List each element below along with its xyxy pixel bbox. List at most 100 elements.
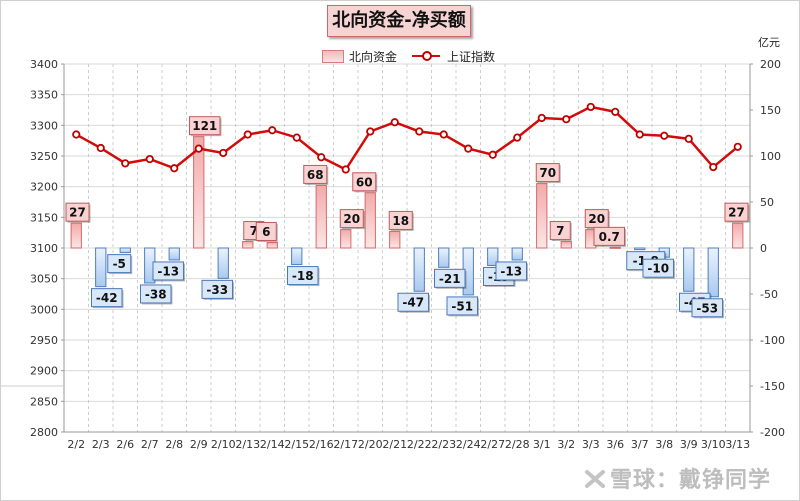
data-label: -5 (113, 257, 126, 271)
left-tick-label: 3050 (30, 273, 58, 286)
line-point (366, 127, 375, 136)
bar (560, 241, 572, 249)
line-point (145, 154, 154, 164)
data-label-box (352, 172, 377, 192)
data-label-box (388, 210, 413, 230)
line-point (219, 148, 228, 158)
data-label-box (535, 163, 560, 183)
data-label: 7 (250, 224, 258, 238)
right-tick-label: 150 (760, 104, 781, 117)
x-tick-label: 3/7 (631, 438, 649, 451)
data-label-box (549, 221, 571, 241)
data-label: 6 (262, 225, 270, 239)
data-label: -13 (500, 264, 522, 278)
data-label: 60 (356, 175, 373, 189)
bar (683, 247, 695, 292)
data-label: -42 (96, 291, 118, 305)
data-label: 20 (343, 212, 360, 226)
bar (95, 247, 107, 288)
bar (168, 247, 180, 261)
line-point (243, 130, 252, 139)
data-label: -13 (157, 264, 179, 278)
data-label-box (397, 292, 429, 312)
data-label-box (434, 268, 466, 288)
x-tick-label: 2/17 (333, 438, 358, 451)
data-label-box (495, 261, 527, 281)
bar (315, 184, 327, 249)
data-label-box (691, 298, 723, 318)
x-tick-label: 2/13 (235, 438, 260, 451)
data-label-box (446, 296, 478, 316)
data-label-box (91, 288, 123, 308)
data-label-box (201, 279, 233, 299)
data-label-box (189, 116, 221, 136)
left-tick-label: 3150 (30, 211, 58, 224)
left-tick-label: 2850 (30, 395, 58, 408)
data-label: -38 (145, 287, 167, 301)
line-point (268, 126, 277, 135)
data-label-box (287, 266, 319, 286)
right-axis-unit: 亿元 (758, 36, 780, 49)
legend-line-label: 上证指数 (447, 50, 496, 64)
line-point (439, 130, 448, 139)
left-tick-label: 2900 (30, 365, 58, 378)
legend-bar-label: 北向资金 (349, 50, 398, 64)
bar (609, 246, 621, 249)
left-tick-label: 3100 (30, 242, 58, 255)
data-label: -53 (696, 301, 718, 315)
left-tick-label: 3200 (30, 181, 58, 194)
watermark: 雪球：戴铮同学 (584, 462, 771, 494)
line-point (390, 118, 399, 127)
line-point (292, 133, 301, 142)
left-tick-label: 2950 (30, 334, 58, 347)
legend-line-marker (422, 51, 432, 61)
line-point (415, 127, 424, 136)
left-tick-label: 2800 (30, 426, 58, 439)
x-tick-label: 2/22 (407, 438, 432, 451)
line-point (513, 133, 522, 142)
data-label: -21 (439, 272, 461, 286)
data-label: 20 (588, 212, 605, 226)
x-tick-label: 3/1 (533, 438, 551, 451)
x-tick-label: 2/20 (358, 438, 383, 451)
line-point (562, 115, 571, 124)
data-label: -18 (292, 269, 314, 283)
data-label: 121 (192, 119, 217, 133)
bar (217, 247, 229, 279)
left-tick-label: 3350 (30, 89, 58, 102)
line-point (586, 102, 595, 112)
right-tick-label: -50 (760, 288, 778, 301)
bar (266, 241, 278, 249)
x-tick-label: 3/6 (606, 438, 624, 451)
x-tick-label: 2/3 (92, 438, 110, 451)
data-label: 18 (392, 214, 409, 228)
data-label: -33 (206, 283, 228, 297)
line-point (317, 153, 326, 162)
right-tick-label: 50 (760, 196, 774, 209)
bar (389, 230, 401, 249)
right-tick-label: -100 (760, 334, 785, 347)
bar (438, 247, 450, 268)
data-label-box (303, 164, 328, 184)
line-point (170, 164, 179, 173)
line-point (709, 162, 718, 172)
x-tick-label: 2/7 (141, 438, 159, 451)
left-tick-label: 3300 (30, 119, 58, 132)
x-tick-label: 2/8 (165, 438, 183, 451)
line-point (194, 144, 203, 153)
line-point (733, 142, 742, 151)
line-point (341, 165, 350, 174)
bar (732, 222, 744, 249)
data-label: -51 (451, 299, 473, 313)
legend-bar-swatch (322, 50, 344, 63)
right-tick-label: 100 (760, 150, 781, 163)
bar (193, 136, 205, 249)
data-label: 27 (69, 206, 86, 220)
x-tick-label: 3/2 (557, 438, 575, 451)
right-tick-label: 0 (760, 242, 767, 255)
line-point (488, 150, 497, 159)
bar (511, 247, 523, 261)
bar (119, 247, 131, 254)
